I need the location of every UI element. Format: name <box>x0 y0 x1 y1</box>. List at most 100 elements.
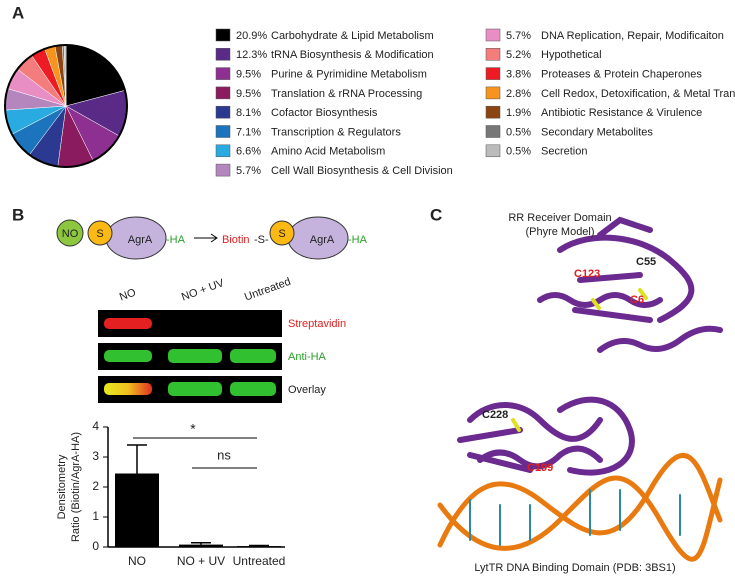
legend-value: 8.1% <box>236 107 261 119</box>
legend-value: 0.5% <box>506 146 531 158</box>
schematic-text: AgrA <box>310 234 335 246</box>
legend-label: tRNA Biosynthesis & Modification <box>271 49 434 61</box>
legend-swatch <box>215 67 231 80</box>
band <box>230 382 276 396</box>
legend-label: Translation & rRNA Processing <box>271 88 422 100</box>
residue-label: C6 <box>630 294 644 306</box>
x-tick-label: Untreated <box>233 554 286 568</box>
residue-label: C228 <box>482 409 508 421</box>
bar <box>237 546 281 547</box>
legend-value: 3.8% <box>506 69 531 81</box>
y-tick-label: 2 <box>92 479 99 493</box>
schematic-text: AgrA <box>128 234 153 246</box>
annotation: ns <box>217 447 231 462</box>
band <box>230 349 276 363</box>
band <box>104 318 152 329</box>
y-axis-label: Ratio (Biotin/AgrA-HA) <box>70 432 82 542</box>
legend-label: Carbohydrate & Lipid Metabolism <box>271 30 434 42</box>
legend-value: 9.5% <box>236 69 261 81</box>
residue-label: C199 <box>527 462 553 474</box>
structure-title: (Phyre Model) <box>525 226 594 238</box>
legend-label: Antibiotic Resistance & Virulence <box>541 107 702 119</box>
blot-column: Untreated <box>243 276 293 304</box>
structure-caption: LytTR DNA Binding Domain (PDB: 3BS1) <box>474 562 675 574</box>
legend-value: 1.9% <box>506 107 531 119</box>
schematic-text: S <box>278 228 285 240</box>
legend-label: Secondary Metabolites <box>541 126 653 138</box>
legend-label: Purine & Pyrimidine Metabolism <box>271 69 427 81</box>
bar <box>115 473 159 547</box>
legend-swatch <box>215 163 231 177</box>
y-tick-label: 1 <box>92 509 99 523</box>
no-circle <box>56 219 84 247</box>
legend-swatch <box>215 125 231 138</box>
legend-label: Transcription & Regulators <box>271 126 401 138</box>
legend-swatch <box>485 144 501 158</box>
schematic-text: -HA <box>348 234 368 246</box>
schematic-text: -S- <box>254 234 269 246</box>
legend-swatch <box>215 105 231 119</box>
legend-swatch <box>485 67 501 80</box>
legend-value: 7.1% <box>236 126 261 138</box>
error-bar <box>191 542 211 545</box>
band <box>104 383 152 395</box>
protein-structure <box>437 216 723 562</box>
legend-value: 5.7% <box>506 30 531 42</box>
legend-swatch <box>485 125 501 138</box>
error-bar <box>127 444 147 474</box>
legend-value: 5.2% <box>506 49 531 61</box>
legend-swatch <box>215 144 231 158</box>
legend-swatch <box>215 48 231 61</box>
annotation: * <box>190 421 196 437</box>
arrow-head <box>210 233 218 243</box>
blot-row: Anti-HA <box>288 351 327 363</box>
schematic-text: -HA <box>166 234 186 246</box>
y-axis-label: Densitometry <box>56 454 68 519</box>
x-tick-label: NO <box>128 554 146 568</box>
legend-swatch <box>485 105 501 119</box>
legend-label: Cell Wall Biosynthesis & Cell Division <box>271 165 453 177</box>
legend-value: 6.6% <box>236 146 261 158</box>
schematic: NO S AgrA -HA Biotin -S- S AgrA -HA <box>56 216 368 260</box>
legend-value: 0.5% <box>506 126 531 138</box>
blot-row: Streptavidin <box>288 318 346 330</box>
legend-label: Cell Redox, Detoxification, & Metal Tran… <box>541 88 735 100</box>
schematic-text: NO <box>62 228 79 240</box>
legend-label: DNA Replication, Repair, Modificaiton <box>541 30 724 42</box>
panel-label: C <box>430 205 442 224</box>
legend-value: 12.3% <box>236 49 267 61</box>
legend-value: 9.5% <box>236 88 261 100</box>
pie-outline <box>4 44 128 168</box>
band <box>104 350 152 362</box>
blot-row: Overlay <box>288 384 326 396</box>
s-circle <box>87 220 113 246</box>
legend-swatch <box>485 48 501 61</box>
legend-value: 20.9% <box>236 30 267 42</box>
legend-label: Hypothetical <box>541 49 602 61</box>
residue-label: C123 <box>574 268 600 280</box>
blot: NO NO + UV Untreated Streptavidin Anti-H… <box>98 276 346 403</box>
legend-value: 2.8% <box>506 88 531 100</box>
legend-value: 5.7% <box>236 165 261 177</box>
blot-column: NO + UV <box>180 277 226 304</box>
legend-swatch <box>485 28 501 42</box>
band <box>168 349 222 363</box>
y-tick-label: 4 <box>92 419 99 433</box>
error-bar <box>249 544 269 547</box>
legend-label: Cofactor Biosynthesis <box>271 107 378 119</box>
band <box>168 382 222 396</box>
panel-label: A <box>12 3 24 22</box>
y-tick-label: 3 <box>92 449 99 463</box>
blot-column: NO <box>118 286 138 303</box>
structure-title: RR Receiver Domain <box>508 212 611 224</box>
schematic-text: Biotin <box>222 234 250 246</box>
y-tick-label: 0 <box>92 539 99 553</box>
legend-label: Amino Acid Metabolism <box>271 146 385 158</box>
legend-swatch <box>215 86 231 100</box>
legend-label: Secretion <box>541 146 587 158</box>
legend-swatch <box>215 28 231 42</box>
x-tick-label: NO + UV <box>177 554 225 568</box>
residue-label: C55 <box>636 256 656 268</box>
schematic-text: S <box>96 228 103 240</box>
